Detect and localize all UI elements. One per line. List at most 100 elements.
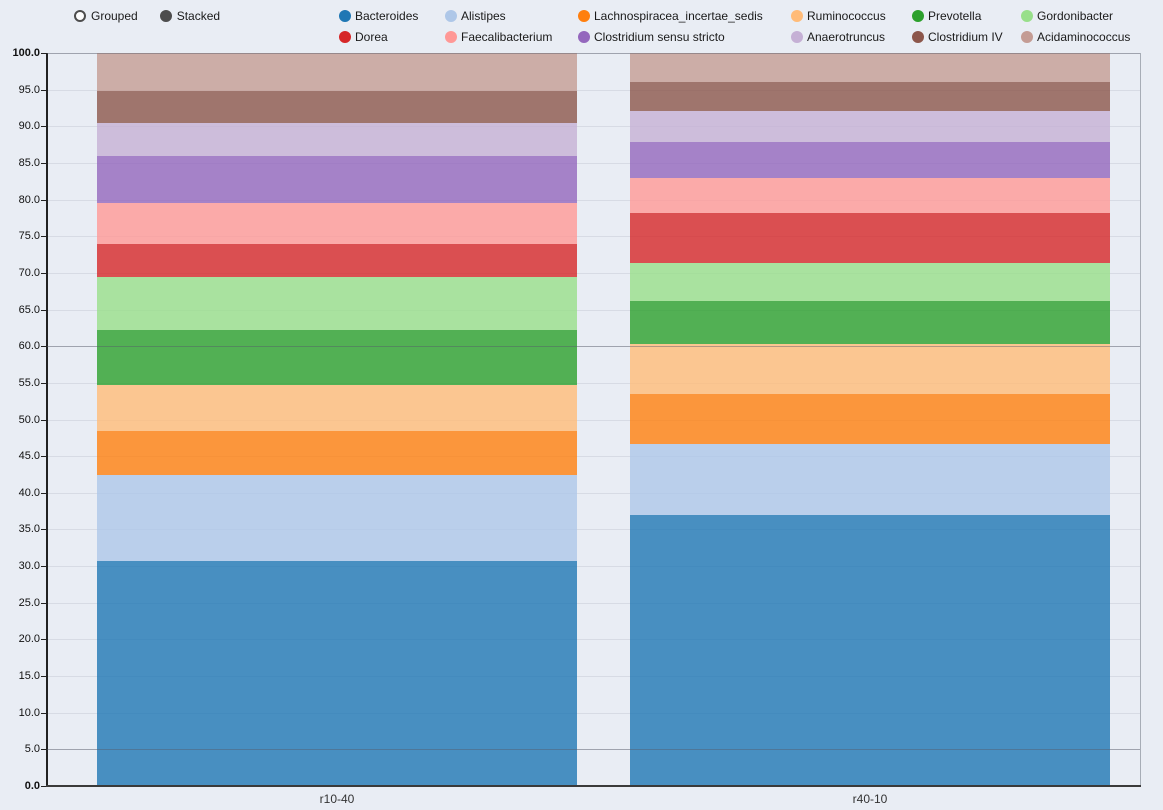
gridline bbox=[47, 749, 1140, 751]
legend-item-clostridium-sensu-stricto[interactable]: Clostridium sensu stricto bbox=[578, 30, 791, 44]
gridline bbox=[47, 529, 1140, 531]
y-tick-mark bbox=[41, 749, 46, 751]
y-tick-label: 15.0 bbox=[18, 670, 40, 683]
stacked-radio[interactable]: Stacked bbox=[159, 9, 221, 23]
y-tick-mark bbox=[41, 676, 46, 678]
y-tick-mark bbox=[41, 89, 46, 91]
bar-segment-dorea bbox=[97, 243, 577, 277]
gridline bbox=[47, 309, 1140, 311]
legend-dot-icon bbox=[912, 31, 924, 43]
bar-segment-gordonibacter bbox=[630, 262, 1110, 301]
legend-item-label: Clostridium sensu stricto bbox=[594, 30, 725, 44]
x-tick-label: r40-10 bbox=[852, 792, 888, 806]
gridline-emphasized bbox=[47, 53, 1140, 54]
legend: Bacteroides Alistipes Lachnospiracea_incer… bbox=[339, 9, 1161, 44]
bar-r40-10 bbox=[630, 53, 1110, 786]
y-tick-mark bbox=[41, 566, 46, 568]
bar-segment-clostridium-iv bbox=[630, 82, 1110, 111]
bar-segment-acidaminococcus bbox=[97, 53, 577, 92]
legend-item-label: Alistipes bbox=[461, 9, 506, 23]
grouped-radio-icon[interactable] bbox=[74, 10, 86, 22]
gridline bbox=[47, 639, 1140, 641]
gridline-emphasized bbox=[47, 749, 1140, 751]
legend-item-label: Acidaminococcus bbox=[1037, 30, 1131, 44]
legend-item-label: Bacteroides bbox=[355, 9, 419, 23]
bar-segment-anaerotruncus bbox=[630, 110, 1110, 143]
bar-segment-alistipes bbox=[630, 443, 1110, 515]
gridline bbox=[47, 382, 1140, 384]
legend-dot-icon bbox=[791, 31, 803, 43]
legend-dot-icon bbox=[445, 10, 457, 22]
legend-item-prevotella[interactable]: Prevotella bbox=[912, 9, 1021, 23]
legend-item-label: Prevotella bbox=[928, 9, 982, 23]
y-tick-mark bbox=[41, 529, 46, 531]
gridline bbox=[47, 456, 1140, 458]
bar-segment-prevotella bbox=[630, 300, 1110, 345]
y-tick-mark bbox=[41, 126, 46, 128]
y-tick-label: 60.0 bbox=[18, 340, 40, 353]
legend-dot-icon bbox=[1021, 31, 1033, 43]
legend-item-anaerotruncus[interactable]: Anaerotruncus bbox=[791, 30, 912, 44]
y-tick-label: 95.0 bbox=[18, 83, 40, 96]
y-tick-label: 45.0 bbox=[18, 450, 40, 463]
legend-item-ruminococcus[interactable]: Ruminococcus bbox=[791, 9, 912, 23]
y-tick-label: 5.0 bbox=[24, 743, 40, 756]
bar-segment-clostridium-iv bbox=[97, 91, 577, 123]
y-tick-mark bbox=[41, 162, 46, 164]
gridline bbox=[47, 89, 1140, 91]
bar-segment-ruminococcus bbox=[97, 385, 577, 431]
y-tick-mark bbox=[41, 272, 46, 274]
gridline bbox=[47, 346, 1140, 348]
legend-dot-icon bbox=[445, 31, 457, 43]
bar-segment-ruminococcus bbox=[630, 344, 1110, 394]
gridline bbox=[47, 676, 1140, 678]
y-tick-mark bbox=[41, 419, 46, 421]
legend-item-faecalibacterium[interactable]: Faecalibacterium bbox=[445, 30, 578, 44]
bar-segment-acidaminococcus bbox=[630, 53, 1110, 83]
gridline bbox=[47, 492, 1140, 494]
legend-item-acidaminococcus[interactable]: Acidaminococcus bbox=[1021, 30, 1161, 44]
y-tick-label: 35.0 bbox=[18, 523, 40, 536]
y-tick-label: 10.0 bbox=[18, 706, 40, 719]
y-tick-mark bbox=[41, 492, 46, 494]
x-axis-line bbox=[46, 785, 1141, 787]
y-tick-label: 65.0 bbox=[18, 303, 40, 316]
bar-segment-bacteroides bbox=[630, 514, 1110, 786]
plot-right-border bbox=[1140, 53, 1141, 786]
legend-item-label: Clostridium IV bbox=[928, 30, 1003, 44]
legend-item-label: Lachnospiracea_incertae_sedis bbox=[594, 9, 763, 23]
bar-segment-alistipes bbox=[97, 474, 577, 561]
grouped-radio-label: Grouped bbox=[91, 9, 138, 23]
chart-mode-controls: Grouped Stacked bbox=[74, 9, 220, 23]
y-axis-line bbox=[46, 53, 48, 786]
grouped-radio[interactable]: Grouped bbox=[74, 9, 138, 23]
y-tick-label: 20.0 bbox=[18, 633, 40, 646]
legend-item-label: Dorea bbox=[355, 30, 388, 44]
legend-item-alistipes[interactable]: Alistipes bbox=[445, 9, 578, 23]
legend-dot-icon bbox=[578, 10, 590, 22]
y-tick-label: 55.0 bbox=[18, 376, 40, 389]
legend-item-gordonibacter[interactable]: Gordonibacter bbox=[1021, 9, 1161, 23]
gridline bbox=[47, 199, 1140, 201]
legend-dot-icon bbox=[339, 31, 351, 43]
bar-segment-lachnospiracea-incertae-sedis bbox=[97, 430, 577, 475]
legend-dot-icon bbox=[1021, 10, 1033, 22]
stacked-radio-label: Stacked bbox=[176, 9, 221, 23]
legend-dot-icon bbox=[791, 10, 803, 22]
legend-dot-icon bbox=[339, 10, 351, 22]
y-tick-mark bbox=[41, 382, 46, 384]
bar-r10-40 bbox=[97, 53, 577, 786]
stacked-radio-icon[interactable] bbox=[159, 10, 172, 22]
gridline-emphasized bbox=[47, 346, 1140, 348]
bar-segment-faecalibacterium bbox=[630, 177, 1110, 213]
y-tick-label: 100.0 bbox=[12, 47, 40, 59]
gridline bbox=[47, 602, 1140, 604]
gridline bbox=[47, 786, 1140, 787]
bar-segment-prevotella bbox=[97, 330, 577, 386]
legend-item-lachnospiracea-incertae-sedis[interactable]: Lachnospiracea_incertae_sedis bbox=[578, 9, 791, 23]
legend-item-clostridium-iv[interactable]: Clostridium IV bbox=[912, 30, 1021, 44]
y-tick-mark bbox=[41, 309, 46, 311]
legend-item-bacteroides[interactable]: Bacteroides bbox=[339, 9, 445, 23]
legend-item-label: Faecalibacterium bbox=[461, 30, 553, 44]
legend-item-dorea[interactable]: Dorea bbox=[339, 30, 445, 44]
